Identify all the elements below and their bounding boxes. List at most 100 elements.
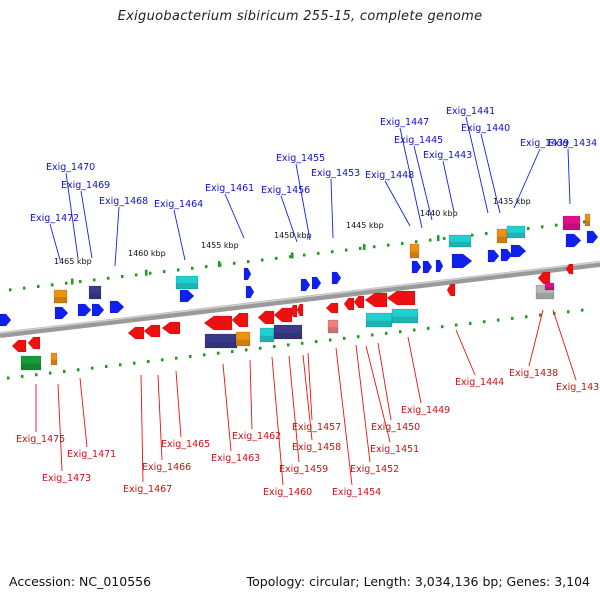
scale-tick	[71, 278, 74, 285]
lower-tick-dot	[273, 345, 276, 349]
lower-tick-dot	[175, 356, 178, 360]
feature-box-orange-shade	[54, 297, 67, 303]
upper-tick-dot	[37, 285, 40, 289]
upper-tick-dot	[345, 248, 348, 252]
upper-tick-dot	[177, 268, 180, 272]
lower-tick-dot	[301, 341, 304, 345]
reverse-gene-arrow	[446, 283, 456, 297]
upper-tick-dot	[121, 275, 124, 279]
gene-leader-line	[480, 133, 501, 214]
feature-box-orange	[53, 289, 68, 304]
gene-leader-line	[567, 148, 571, 205]
lower-tick-dot	[525, 315, 528, 319]
scale-tick	[218, 261, 221, 268]
gene-label-bottom: Exig_1462	[232, 431, 281, 442]
upper-tick-dot	[247, 260, 250, 264]
reverse-gene-arrow	[386, 290, 416, 306]
feature-box-navy-shade	[89, 293, 101, 299]
gene-leader-line	[249, 359, 253, 430]
feature-box-gray-shade	[536, 292, 554, 299]
feature-box-orange	[50, 352, 58, 366]
reverse-gene-arrow	[27, 336, 41, 350]
gene-leader-line	[295, 163, 311, 241]
feature-box-cyan-shade	[507, 232, 525, 238]
lower-tick-dot	[203, 353, 206, 357]
gene-leader-line	[222, 363, 232, 452]
gene-leader-line	[355, 344, 371, 463]
feature-box-pink-shade	[328, 327, 338, 333]
gene-label-bottom: Exig_1444	[455, 377, 504, 388]
gene-leader-line	[455, 329, 476, 376]
lower-tick-dot	[441, 325, 444, 329]
lower-tick-dot	[189, 355, 192, 359]
upper-tick-dot	[9, 288, 12, 292]
lower-tick-dot	[469, 321, 472, 325]
gene-label-top: Exig_1441	[446, 106, 495, 117]
upper-tick-dot	[79, 280, 82, 284]
gene-label-top: Exig_1447	[380, 117, 429, 128]
upper-tick-dot	[289, 255, 292, 259]
lower-tick-dot	[329, 338, 332, 342]
lower-tick-dot	[371, 333, 374, 337]
gene-leader-line	[271, 356, 284, 486]
scale-tick	[145, 269, 148, 276]
upper-tick-dot	[555, 223, 558, 227]
upper-tick-dot	[583, 220, 586, 224]
lower-tick-dot	[21, 374, 24, 378]
scale-label: 1465 kbp	[54, 257, 92, 266]
gene-leader-line	[552, 309, 577, 381]
lower-tick-dot	[455, 323, 458, 327]
upper-tick-dot	[261, 258, 264, 262]
feature-box-green-shade	[21, 363, 41, 370]
forward-gene-arrow	[565, 233, 582, 248]
scale-tick	[291, 252, 294, 259]
upper-tick-dot	[163, 270, 166, 274]
upper-tick-dot	[401, 241, 404, 245]
gene-leader-line	[157, 374, 163, 461]
reverse-gene-arrow	[11, 339, 27, 353]
lower-tick-dot	[231, 350, 234, 354]
upper-tick-dot	[233, 261, 236, 265]
upper-tick-dot	[135, 273, 138, 277]
feature-box-navy	[88, 285, 102, 300]
gene-label-bottom: Exig_1457	[292, 422, 341, 433]
feature-box-orange-shade	[410, 251, 419, 258]
reverse-gene-arrow	[231, 312, 249, 328]
gene-label-bottom: Exig_1471	[67, 449, 116, 460]
accession-text: Accession: NC_010556	[9, 574, 152, 589]
reverse-gene-arrow	[353, 295, 365, 309]
reverse-gene-arrow	[343, 297, 355, 311]
gene-label-bottom: Exig_1449	[401, 405, 450, 416]
lower-tick-dot	[581, 308, 584, 312]
feature-box-cyan-shade	[366, 320, 392, 327]
gene-label-top: Exig_1439	[520, 138, 569, 149]
feature-box-cyan-shade	[176, 283, 198, 289]
upper-tick-dot	[317, 251, 320, 255]
genome-backbone	[0, 261, 600, 338]
gene-leader-line	[302, 354, 313, 441]
lower-tick-dot	[217, 351, 220, 355]
forward-gene-arrow	[243, 267, 252, 281]
upper-tick-dot	[191, 266, 194, 270]
reverse-gene-arrow	[565, 263, 574, 275]
feature-box-orange-shade	[51, 359, 57, 365]
gene-leader-line	[330, 178, 334, 239]
gene-leader-line	[528, 309, 544, 367]
reverse-gene-arrow	[127, 326, 145, 340]
upper-tick-dot	[51, 283, 54, 287]
gene-leader-line	[377, 342, 392, 421]
gene-leader-line	[288, 355, 300, 463]
upper-tick-dot	[387, 243, 390, 247]
feature-box-magenta	[544, 282, 555, 291]
forward-gene-arrow	[300, 278, 311, 292]
reverse-gene-arrow	[537, 271, 551, 285]
feature-box-orange-shade	[497, 236, 507, 243]
lower-tick-dot	[161, 358, 164, 362]
gene-label-bottom: Exig_1460	[263, 487, 312, 498]
feature-box-cyan	[448, 234, 472, 248]
lower-tick-dot	[7, 376, 10, 380]
feature-box-orange	[584, 213, 591, 227]
gene-leader-line	[49, 223, 61, 261]
upper-tick-dot	[415, 240, 418, 244]
upper-tick-dot	[23, 286, 26, 290]
